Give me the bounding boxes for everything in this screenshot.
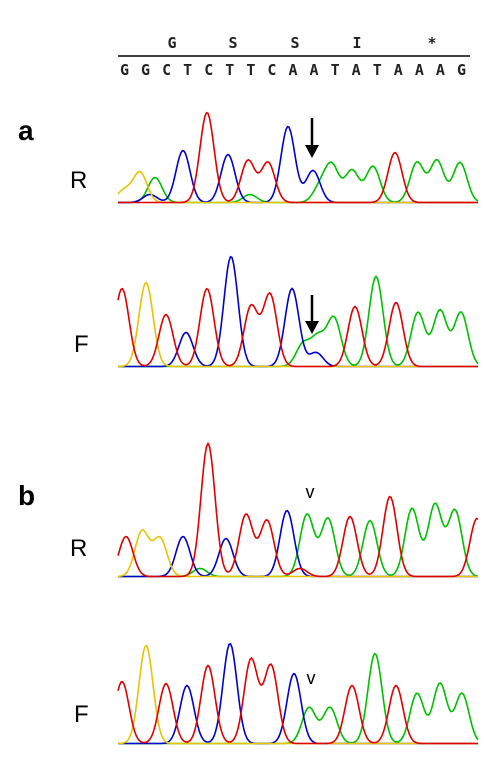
amino-acid: I [352, 34, 361, 52]
trace-label: R [70, 167, 87, 194]
arrow [305, 118, 319, 158]
trace-label: F [74, 701, 89, 728]
trace-curve [118, 125, 478, 204]
amino-acid: S [228, 34, 237, 52]
trace-label: R [70, 535, 87, 562]
nucleotide-sequence: GGCTCTTCAATATAAAG [120, 61, 466, 79]
trace-curve [118, 159, 479, 204]
trace-label: F [74, 331, 89, 358]
trace-curve [118, 111, 478, 204]
trace-curve [117, 441, 479, 578]
sequence-header: G S S I * GGCTCTTCAATATAAAG [118, 34, 470, 79]
variant-marker: v [307, 668, 316, 688]
amino-acid: G [167, 34, 176, 52]
trace-curve [118, 275, 479, 368]
trace-curve [117, 656, 478, 745]
trace-curve [118, 642, 478, 745]
chromatograms [117, 111, 479, 745]
amino-acid: * [427, 34, 436, 52]
arrow [305, 295, 319, 334]
panel-label: b [18, 480, 35, 511]
variant-marker: v [306, 482, 315, 502]
trace-curve [117, 287, 478, 368]
trace-curve [117, 644, 478, 745]
amino-acid: S [290, 34, 299, 52]
panel-label: a [18, 115, 34, 146]
